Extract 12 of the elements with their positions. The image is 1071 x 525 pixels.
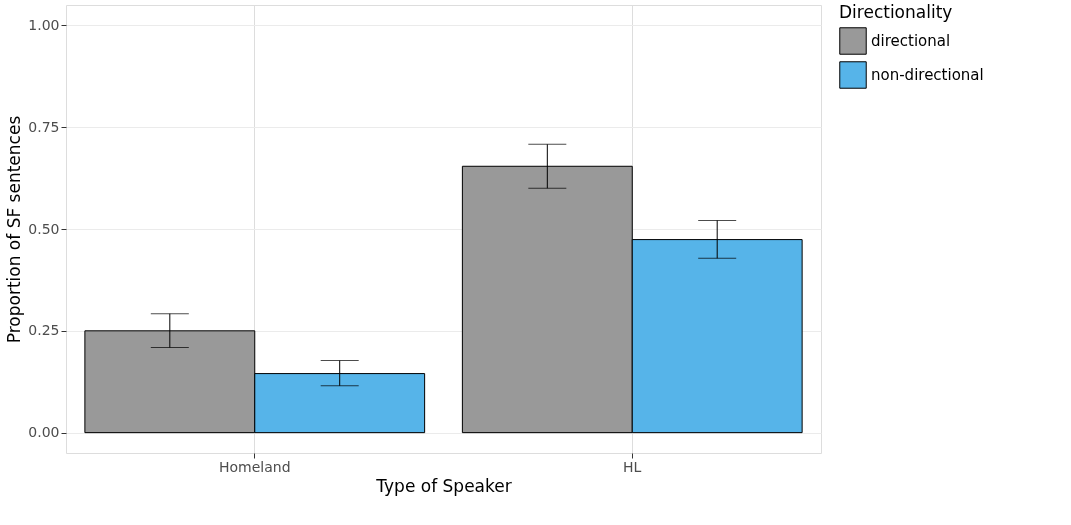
y-tick-label: 0.50 — [28, 220, 60, 237]
y-tick-label: 0.25 — [28, 322, 60, 339]
y-tick-label: 0.00 — [28, 424, 60, 441]
y-tick-label: 1.00 — [28, 16, 60, 33]
x-tick-label: Homeland — [218, 458, 291, 475]
legend-label: non-directional — [871, 66, 984, 84]
y-axis-title: Proportion of SF sentences — [4, 115, 25, 344]
legend-title: Directionality — [839, 2, 953, 22]
y-tick-label: 0.75 — [28, 118, 60, 135]
x-axis-title: Type of Speaker — [375, 475, 512, 496]
x-tick-label: HL — [623, 458, 642, 475]
legend-label: directional — [871, 32, 951, 50]
